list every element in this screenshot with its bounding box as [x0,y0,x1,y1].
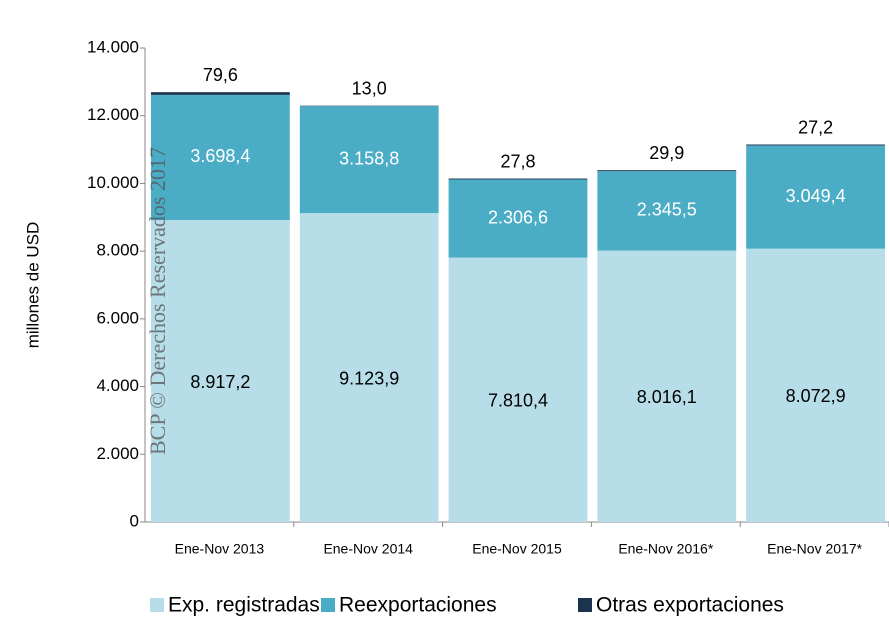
data-label: 8.016,1 [637,387,697,407]
legend-swatch [578,598,592,612]
data-label: 29,9 [649,143,684,163]
x-tick-label: Ene-Nov 2013 [175,541,265,557]
bar-segment [597,170,737,172]
data-label: 13,0 [352,78,387,98]
data-label: 9.123,9 [339,368,399,388]
y-tick-label: 4.000 [96,376,139,395]
x-tick-label: Ene-Nov 2016* [618,541,714,557]
y-tick-label: 0 [130,511,139,530]
data-label: 3.698,4 [190,146,250,166]
legend-label: Otras exportaciones [596,594,784,617]
legend-swatch [150,598,164,612]
data-label: 3.158,8 [339,148,399,168]
x-tick-label: Ene-Nov 2014 [323,541,413,557]
x-tick-label: Ene-Nov 2017* [767,541,863,557]
bar-segment [448,257,588,522]
y-tick-label: 14.000 [87,37,139,56]
bar-segment [448,179,588,258]
bar-segment [597,171,737,251]
data-label: 2.306,6 [488,207,548,227]
data-label: 8.072,9 [786,386,846,406]
y-tick-label: 12.000 [87,105,139,124]
y-tick-label: 2.000 [96,444,139,463]
y-tick-label: 10.000 [87,173,139,192]
bar-segment [448,178,588,180]
data-label: 3.049,4 [786,186,846,206]
legend-swatch [321,598,335,612]
data-label: 27,2 [798,117,833,137]
y-tick-label: 8.000 [96,241,139,260]
bar-segment [597,250,737,522]
data-label: 8.917,2 [190,372,250,392]
bar-segment [299,213,439,522]
legend-label: Exp. registradas [168,594,320,617]
bar-segment [151,220,290,522]
bar-segment [746,144,885,146]
y-tick-label: 6.000 [96,308,139,327]
bar-segment [746,248,885,522]
bar-segment [746,145,885,249]
y-axis-label: millones de USD [23,222,42,349]
bar-segment [151,94,290,221]
bar-segment [299,106,439,214]
x-tick-label: Ene-Nov 2015 [472,541,562,557]
legend-label: Reexportaciones [339,594,497,617]
data-label: 2.345,5 [637,200,697,220]
watermark: BCP © Derechos Reservados 2017 [145,147,170,455]
bar-segment [151,92,290,95]
data-label: 79,6 [203,65,238,85]
data-label: 27,8 [500,151,535,171]
data-label: 7.810,4 [488,391,548,411]
